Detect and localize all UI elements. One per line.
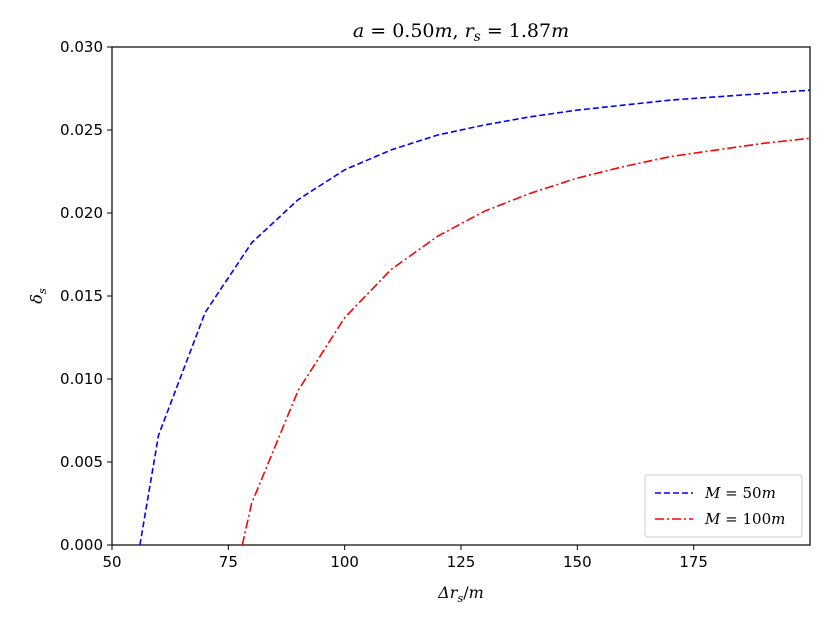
x-tick-label: 50 (102, 553, 121, 571)
x-axis: 50 75 100 125 150 175 (102, 545, 708, 571)
series-group (139, 89, 810, 545)
y-tick-label: 0.000 (60, 536, 103, 554)
x-axis-label: Δrs/m (437, 583, 484, 605)
y-axis: 0.000 0.005 0.010 0.015 0.020 0.025 0.030 (60, 38, 112, 554)
x-tick-label: 125 (447, 553, 476, 571)
series-line-m-50m (139, 89, 810, 545)
x-tick-label: 150 (563, 553, 592, 571)
legend-box (644, 474, 803, 538)
x-tick-label: 75 (219, 553, 238, 571)
x-tick-label: 175 (679, 553, 708, 571)
legend-label: M = 50m (704, 484, 776, 502)
y-tick-label: 0.005 (60, 453, 103, 471)
x-tick-label: 100 (330, 553, 359, 571)
legend: M = 50m M = 100m (644, 474, 803, 538)
y-tick-label: 0.010 (60, 370, 103, 388)
chart-title: a = 0.50m, rs = 1.87m (353, 20, 569, 45)
y-tick-label: 0.015 (60, 287, 103, 305)
legend-label: M = 100m (704, 510, 785, 528)
y-tick-label: 0.020 (60, 204, 103, 222)
y-axis-label: δs (27, 288, 49, 304)
y-tick-label: 0.025 (60, 121, 103, 139)
y-tick-label: 0.030 (60, 38, 103, 56)
